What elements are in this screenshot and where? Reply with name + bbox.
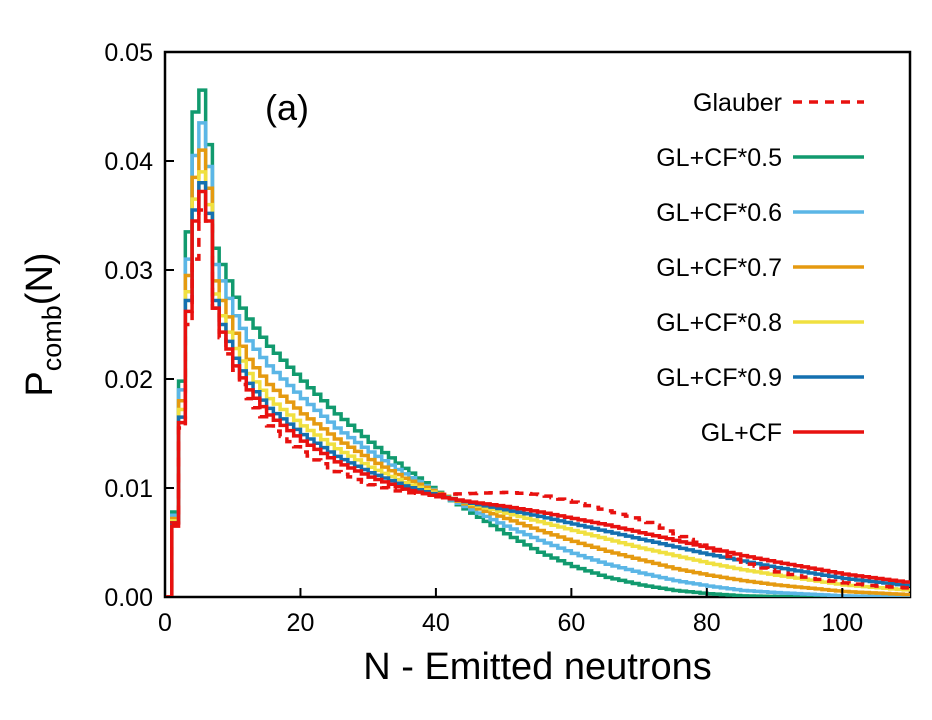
series-line-gl-cf bbox=[165, 189, 910, 597]
y-tick-label: 0.04 bbox=[104, 148, 153, 176]
y-axis-title: Pcomb(N) bbox=[19, 252, 67, 396]
y-axis-title-tail: (N) bbox=[19, 252, 61, 305]
series-line-gl-cf-0-8 bbox=[165, 170, 910, 597]
series-line-gl-cf-0-5 bbox=[165, 88, 910, 597]
series-layer bbox=[165, 88, 910, 597]
series-line-glauber bbox=[165, 208, 910, 597]
y-axis-title-main: P bbox=[19, 371, 61, 396]
y-tick-label: 0.03 bbox=[104, 257, 153, 285]
y-tick-label: 0.00 bbox=[104, 584, 153, 612]
series-line-gl-cf-0-6 bbox=[165, 121, 910, 597]
legend-label: GL+CF*0.7 bbox=[656, 254, 782, 282]
x-tick-label: 0 bbox=[158, 609, 172, 637]
legend-label: GL+CF bbox=[701, 419, 782, 447]
x-tick-label: 40 bbox=[422, 609, 450, 637]
series-line-gl-cf-0-7 bbox=[165, 148, 910, 597]
legend-label: Glauber bbox=[693, 89, 782, 117]
legend-label: GL+CF*0.8 bbox=[656, 309, 782, 337]
y-tick-label: 0.01 bbox=[104, 475, 153, 503]
x-tick-label: 20 bbox=[287, 609, 315, 637]
x-tick-label: 100 bbox=[821, 609, 863, 637]
y-tick-label: 0.02 bbox=[104, 366, 153, 394]
x-tick-label: 60 bbox=[557, 609, 585, 637]
legend-label: GL+CF*0.6 bbox=[656, 199, 782, 227]
x-tick-label: 80 bbox=[693, 609, 721, 637]
x-axis-title: N - Emitted neutrons bbox=[363, 646, 711, 688]
panel-label: (a) bbox=[265, 87, 309, 128]
axes-layer: 0 20 40 60 80 100 0.00 0.01 0.02 0.03 0.04 0.05 bbox=[104, 39, 863, 637]
series-line-gl-cf-0-9 bbox=[165, 181, 910, 597]
y-tick-label: 0.05 bbox=[104, 39, 153, 67]
legend-label: GL+CF*0.9 bbox=[656, 364, 782, 392]
legend: Glauber GL+CF*0.5 GL+CF*0.6 GL+CF*0.7 GL+CF*… bbox=[656, 89, 864, 447]
legend-label: GL+CF*0.5 bbox=[656, 144, 782, 172]
plot-frame bbox=[163, 50, 912, 599]
y-axis-title-subscript: comb bbox=[37, 305, 67, 371]
